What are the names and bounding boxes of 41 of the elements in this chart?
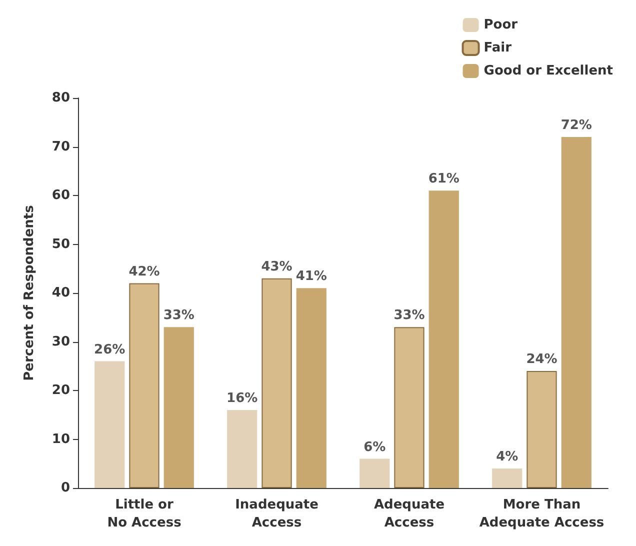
y-tick-label: 30: [52, 334, 70, 350]
data-label: 72%: [560, 118, 592, 133]
data-label: 6%: [364, 440, 386, 455]
bar: [561, 137, 592, 488]
data-label: 33%: [394, 308, 425, 324]
y-tick-label: 20: [52, 383, 70, 398]
bar: [129, 283, 160, 488]
x-tick-label: Adequate Access: [374, 498, 445, 530]
y-tick-label: 50: [52, 236, 70, 252]
bar: [428, 190, 459, 488]
bar: [262, 278, 292, 488]
data-label: 16%: [226, 391, 258, 406]
bar: [360, 458, 390, 488]
y-tick-label: 0: [60, 480, 70, 496]
legend-label: Poor: [484, 18, 518, 32]
bar: [492, 468, 522, 488]
data-label: 26%: [94, 342, 126, 358]
x-tick-label: Inadequate Access: [235, 498, 319, 530]
bar: [227, 410, 258, 488]
legend-label: Fair: [484, 40, 512, 56]
y-axis-title: Percent of Respondents: [22, 204, 37, 381]
x-tick-label: Little or No Access: [107, 498, 182, 530]
data-label: 4%: [496, 450, 518, 464]
y-tick-label: 10: [52, 432, 70, 447]
bar: [94, 361, 125, 488]
legend-label: Good or Excellent: [484, 64, 614, 78]
bar: [526, 371, 557, 488]
y-tick-label: 60: [52, 188, 70, 203]
data-label: 41%: [296, 269, 327, 284]
y-tick-label: 80: [52, 90, 70, 106]
bar: [394, 327, 424, 488]
data-label: 43%: [261, 259, 292, 274]
y-tick-label: 70: [52, 139, 70, 154]
x-tick-label: More Than Adequate Access: [479, 498, 604, 530]
data-label: 24%: [526, 352, 558, 367]
data-label: 61%: [428, 172, 460, 187]
y-tick-label: 40: [52, 286, 70, 300]
data-label: 33%: [163, 308, 194, 324]
data-label: 42%: [128, 264, 160, 280]
bar: [296, 288, 326, 488]
bar: [164, 327, 194, 488]
